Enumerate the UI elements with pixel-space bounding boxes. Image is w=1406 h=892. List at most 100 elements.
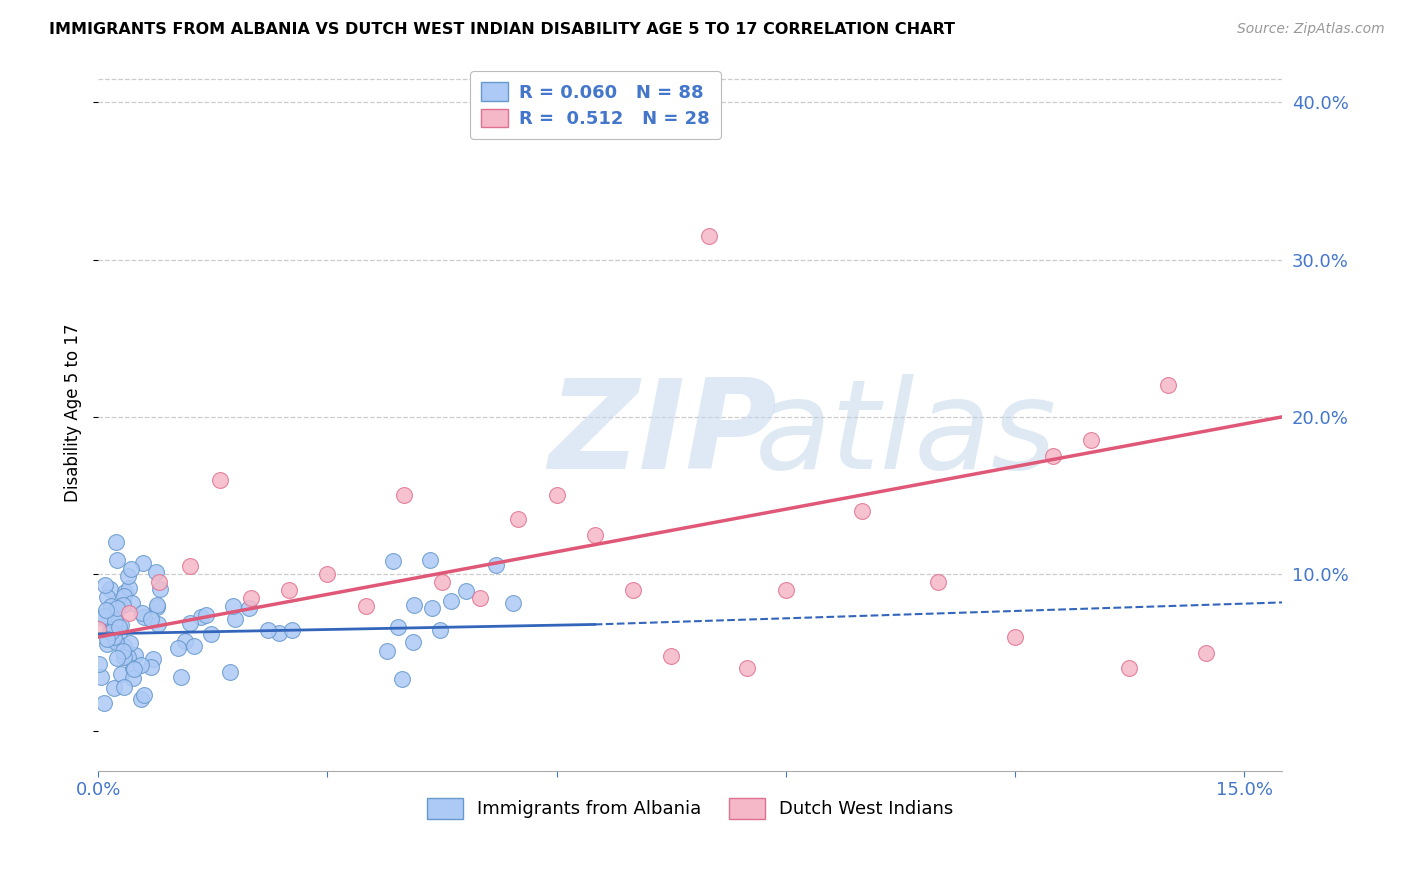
Point [1195,646,1218,660]
Point [89,657,111,672]
Point [179,559,201,574]
Point [429,624,451,638]
Point [222,599,245,613]
Point [146,600,169,615]
Point [170,670,193,684]
Point [112,590,135,604]
Point [183,639,205,653]
Point [100,624,122,639]
Point [104,607,127,622]
Point [392,488,415,502]
Point [107,651,129,665]
Point [103,681,125,695]
Point [167,640,190,655]
Point [174,633,197,648]
Point [583,528,606,542]
Point [90,670,112,684]
Point [1042,449,1064,463]
Point [404,598,426,612]
Point [190,610,212,624]
Point [112,650,135,665]
Point [121,596,143,610]
Point [440,594,463,608]
Point [91,611,114,625]
Point [100,599,122,614]
Point [456,584,478,599]
Point [391,673,413,687]
Point [124,662,146,676]
Point [103,630,125,644]
Point [96,590,118,604]
Point [124,648,146,662]
Point [354,599,377,613]
Point [104,614,127,628]
Point [96,637,118,651]
Point [110,618,132,632]
Point [145,565,167,579]
Point [1118,661,1140,675]
Text: ZIP: ZIP [548,374,778,495]
Point [107,600,129,615]
Point [375,643,398,657]
Point [142,651,165,665]
Point [224,612,246,626]
Point [110,666,132,681]
Y-axis label: Disability Age 5 to 17: Disability Age 5 to 17 [65,324,82,502]
Point [112,597,135,611]
Point [256,623,278,637]
Point [238,601,260,615]
Point [927,574,949,589]
Text: atlas: atlas [755,374,1057,495]
Point [131,606,153,620]
Point [278,582,301,597]
Point [239,591,262,605]
Point [112,640,135,654]
Point [485,558,508,572]
Point [131,691,153,706]
Point [851,504,873,518]
Point [468,591,491,605]
Point [419,553,441,567]
Point [107,625,129,640]
Point [108,620,131,634]
Point [114,584,136,599]
Point [120,561,142,575]
Point [117,568,139,582]
Point [118,581,141,595]
Point [120,635,142,649]
Point [87,622,110,636]
Point [96,602,118,616]
Point [104,634,127,648]
Point [93,696,115,710]
Point [502,595,524,609]
Point [105,535,128,549]
Point [269,625,291,640]
Point [209,473,232,487]
Point [132,688,155,702]
Point [111,599,134,613]
Point [281,624,304,638]
Point [1080,434,1102,448]
Point [118,607,141,621]
Point [775,582,797,597]
Point [430,574,453,589]
Point [129,657,152,672]
Point [387,620,409,634]
Point [148,582,170,596]
Point [316,567,339,582]
Point [1004,630,1026,644]
Point [195,607,218,622]
Point [98,624,121,639]
Point [148,574,170,589]
Legend: Immigrants from Albania, Dutch West Indians: Immigrants from Albania, Dutch West Indi… [419,791,960,826]
Text: Source: ZipAtlas.com: Source: ZipAtlas.com [1237,22,1385,37]
Point [697,229,720,244]
Point [107,552,129,566]
Point [508,512,530,526]
Point [103,619,125,633]
Point [420,601,443,615]
Point [200,627,222,641]
Point [546,488,568,502]
Point [111,643,134,657]
Point [93,609,115,624]
